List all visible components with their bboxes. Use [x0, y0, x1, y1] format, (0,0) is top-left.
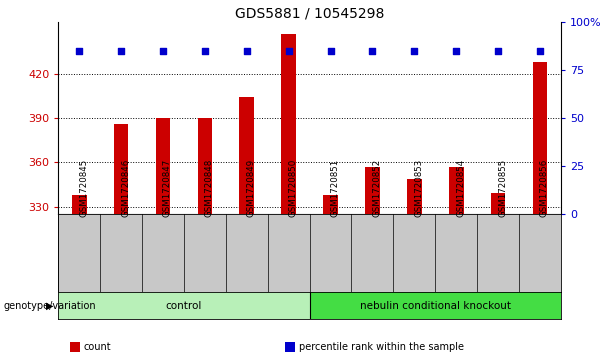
Text: count: count: [84, 342, 112, 352]
Point: [451, 49, 461, 54]
Text: ▶: ▶: [47, 301, 54, 311]
Text: GSM1720850: GSM1720850: [289, 159, 298, 217]
Text: GSM1720845: GSM1720845: [79, 159, 88, 217]
Bar: [156, 118, 170, 214]
Text: control: control: [166, 301, 202, 311]
Text: GSM1720849: GSM1720849: [246, 159, 256, 217]
Text: GSM1720851: GSM1720851: [330, 159, 340, 217]
Text: GSM1720855: GSM1720855: [498, 159, 507, 217]
Bar: [365, 167, 379, 214]
Text: GSM1720848: GSM1720848: [205, 159, 214, 217]
Bar: [323, 195, 338, 214]
Bar: [72, 195, 86, 214]
Bar: [281, 34, 296, 214]
Bar: [58, 292, 310, 319]
Text: percentile rank within the sample: percentile rank within the sample: [299, 342, 463, 352]
Bar: [310, 292, 561, 319]
Bar: [533, 62, 547, 214]
Point: [200, 49, 210, 54]
Point: [409, 49, 419, 54]
Point: [368, 49, 378, 54]
Point: [116, 49, 126, 54]
Point: [74, 49, 84, 54]
Point: [535, 49, 545, 54]
Bar: [449, 167, 463, 214]
Point: [493, 49, 503, 54]
Bar: [114, 124, 128, 214]
Point: [242, 49, 251, 54]
Point: [284, 49, 294, 54]
Bar: [407, 179, 422, 214]
Text: GSM1720852: GSM1720852: [373, 159, 381, 217]
Text: GSM1720856: GSM1720856: [540, 159, 549, 217]
Text: GSM1720854: GSM1720854: [456, 159, 465, 217]
Text: GSM1720853: GSM1720853: [414, 159, 424, 217]
Bar: [240, 97, 254, 214]
Text: GSM1720846: GSM1720846: [121, 159, 130, 217]
Point: [158, 49, 168, 54]
Text: nebulin conditional knockout: nebulin conditional knockout: [360, 301, 511, 311]
Point: [326, 49, 335, 54]
Title: GDS5881 / 10545298: GDS5881 / 10545298: [235, 7, 384, 21]
Bar: [491, 193, 505, 214]
Text: genotype/variation: genotype/variation: [3, 301, 96, 311]
Bar: [197, 118, 212, 214]
Text: GSM1720847: GSM1720847: [163, 159, 172, 217]
